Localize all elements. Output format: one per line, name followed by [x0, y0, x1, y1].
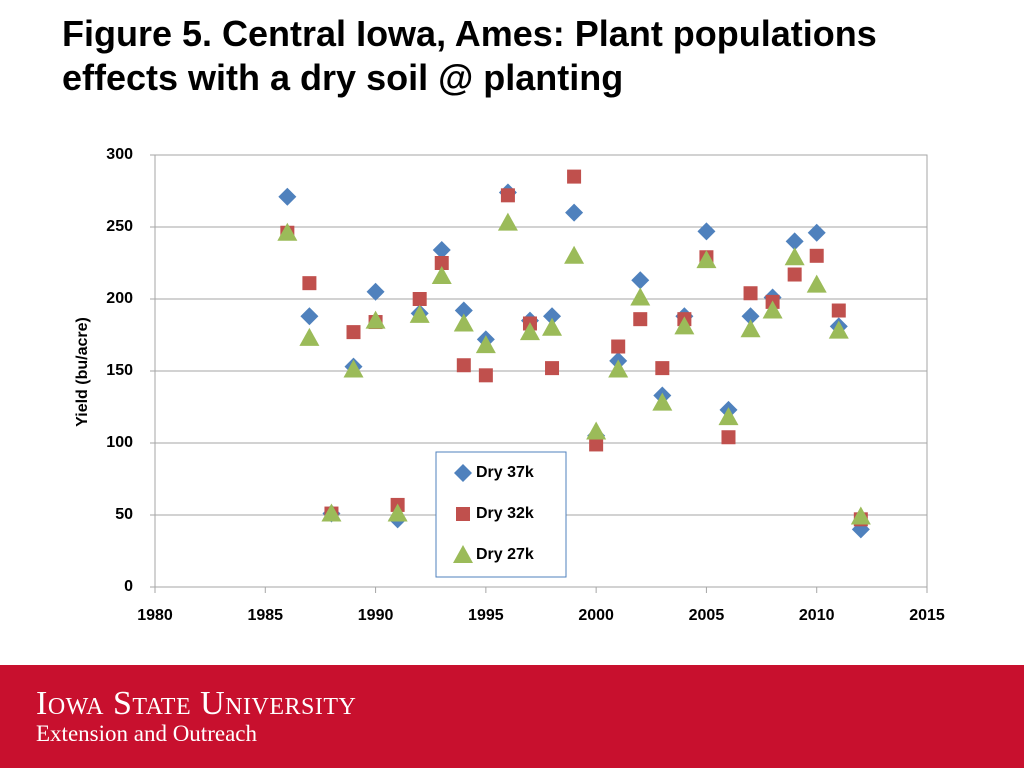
- university-name: Iowa State University: [36, 685, 357, 722]
- x-tick-label: 1995: [468, 607, 504, 624]
- data-point: [809, 248, 824, 263]
- data-point: [475, 335, 496, 354]
- x-tick-label: 2010: [799, 607, 835, 624]
- data-point: [456, 358, 471, 373]
- data-point: [741, 307, 760, 326]
- data-point: [655, 361, 670, 376]
- data-point: [787, 267, 802, 282]
- chart-title: Figure 5. Central Iowa, Ames: Plant popu…: [62, 13, 877, 98]
- data-point: [565, 203, 584, 222]
- chart: 0 50 100 150 200 250 300 1980 1985 1990 1995 2000 20…: [74, 146, 945, 624]
- data-point: [674, 316, 695, 335]
- data-point: [564, 245, 585, 264]
- y-tick-label: 100: [106, 434, 133, 451]
- data-point: [696, 250, 717, 269]
- data-point: [784, 247, 805, 266]
- data-point: [567, 169, 582, 184]
- unit-name: Extension and Outreach: [36, 721, 257, 746]
- data-point: [762, 300, 783, 319]
- data-point: [302, 276, 317, 291]
- y-tick-label: 50: [115, 506, 133, 523]
- data-point: [543, 307, 562, 326]
- x-tick-label: 2005: [689, 607, 725, 624]
- legend-label: Dry 32k: [476, 505, 534, 522]
- data-point: [409, 304, 430, 323]
- data-point: [278, 187, 297, 206]
- data-point: [697, 222, 716, 241]
- data-point: [299, 327, 320, 346]
- x-tick-label: 1980: [137, 607, 173, 624]
- data-point: [586, 421, 607, 440]
- data-point: [850, 506, 871, 525]
- data-point: [365, 310, 386, 329]
- x-tick-label: 2015: [909, 607, 945, 624]
- y-tick-label: 250: [106, 218, 133, 235]
- y-tick-label: 150: [106, 362, 133, 379]
- y-axis-label: Yield (bu/acre): [74, 317, 91, 427]
- data-point: [630, 287, 651, 306]
- data-point: [785, 232, 804, 251]
- data-point: [343, 359, 364, 378]
- legend-marker: [456, 507, 470, 521]
- data-point: [387, 503, 408, 522]
- data-point: [631, 271, 650, 290]
- y-tick-label: 300: [106, 146, 133, 163]
- data-point: [453, 313, 474, 332]
- x-tick-label: 1985: [247, 607, 283, 624]
- legend-label: Dry 27k: [476, 546, 534, 563]
- data-point: [740, 319, 761, 338]
- data-point: [828, 320, 849, 339]
- data-point: [497, 212, 518, 231]
- data-point: [432, 241, 451, 260]
- data-point: [718, 407, 739, 426]
- data-point: [321, 503, 342, 522]
- x-tick-label: 1990: [358, 607, 394, 624]
- data-point: [346, 325, 361, 340]
- data-point: [431, 265, 452, 284]
- y-tick-label: 200: [106, 290, 133, 307]
- data-point: [652, 392, 673, 411]
- data-point: [806, 274, 827, 293]
- data-point: [589, 437, 604, 452]
- legend-marker: [454, 464, 472, 482]
- data-point: [478, 368, 493, 383]
- legend-label: Dry 37k: [476, 464, 534, 481]
- footer: Iowa State University Extension and Outr…: [0, 665, 1024, 768]
- y-tick-label: 0: [124, 578, 133, 595]
- data-point: [807, 223, 826, 242]
- data-point: [608, 359, 629, 378]
- data-point: [545, 361, 560, 376]
- data-point: [454, 301, 473, 320]
- data-point: [412, 292, 427, 306]
- data-point: [611, 339, 626, 354]
- data-point: [277, 222, 298, 241]
- data-point: [500, 188, 515, 203]
- legend-marker: [453, 545, 473, 563]
- data-point: [831, 303, 846, 318]
- data-point: [300, 307, 319, 326]
- data-point: [366, 282, 385, 301]
- data-point: [633, 312, 648, 327]
- data-point: [434, 256, 449, 270]
- data-point: [743, 286, 758, 301]
- data-point: [542, 317, 563, 336]
- data-point: [721, 430, 736, 445]
- data-point: [519, 322, 540, 341]
- x-tick-label: 2000: [578, 607, 614, 624]
